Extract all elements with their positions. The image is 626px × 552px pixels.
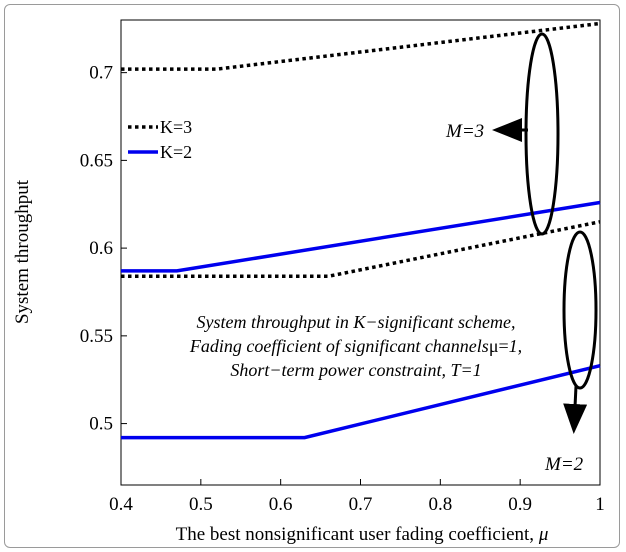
x-axis-ticks: 0.4 0.5 0.6 0.7 0.8 0.9 1 — [109, 479, 605, 515]
note-line-2-text: Fading coefficient of significant channe… — [189, 336, 489, 356]
series-line-m2-k3 — [121, 220, 601, 278]
series-line-m2-k2 — [121, 363, 601, 440]
y-tick-label: 0.7 — [89, 63, 113, 84]
y-tick-label: 0.6 — [89, 238, 113, 259]
x-tick-label: 0.6 — [269, 494, 293, 515]
x-tick-label: 0.4 — [109, 494, 133, 515]
legend: K=3 K=2 — [128, 117, 192, 162]
note-line-1: System throughput in K−significant schem… — [197, 312, 516, 332]
x-tick-label: 1 — [595, 494, 605, 515]
group-m3-annotation: M=3 — [445, 32, 560, 236]
series-line-m3-k3 — [121, 21, 601, 71]
note-line-2: Fading coefficient of significant channe… — [189, 336, 522, 356]
y-tick-label: 0.65 — [80, 150, 113, 171]
x-tick-label: 0.9 — [508, 494, 532, 515]
legend-label-k2: K=2 — [160, 142, 192, 162]
note-line-3: Short−term power constraint, T=1 — [230, 360, 481, 380]
note-line-2-mu: μ= — [489, 336, 509, 356]
group-m2-ellipse — [562, 230, 598, 390]
x-axis-label: The best nonsignificant user fading coef… — [176, 524, 549, 545]
y-tick-label: 0.55 — [80, 326, 113, 347]
group-m2-arrow — [563, 385, 588, 434]
group-m2-label: M=2 — [544, 454, 584, 475]
x-axis-label-text: The best nonsignificant user fading coef… — [176, 524, 539, 545]
group-m3-ellipse — [524, 32, 560, 236]
x-tick-label: 0.7 — [349, 494, 373, 515]
x-tick-label: 0.5 — [189, 494, 213, 515]
series-line-m3-k2 — [121, 200, 601, 273]
annotation-note: System throughput in K−significant schem… — [189, 312, 522, 380]
x-axis-label-mu: μ — [538, 524, 549, 545]
y-axis-label: System throughput — [12, 179, 33, 324]
legend-label-k3: K=3 — [160, 117, 192, 137]
note-line-2-suffix: 1, — [509, 336, 523, 356]
series-layer — [121, 21, 601, 440]
group-m3-label: M=3 — [445, 121, 484, 142]
y-tick-label: 0.5 — [89, 414, 113, 435]
x-tick-label: 0.8 — [428, 494, 452, 515]
figure-frame — [4, 4, 620, 548]
y-axis-ticks: 0.5 0.55 0.6 0.65 0.7 — [80, 63, 127, 435]
group-m2-annotation: M=2 — [544, 230, 598, 475]
